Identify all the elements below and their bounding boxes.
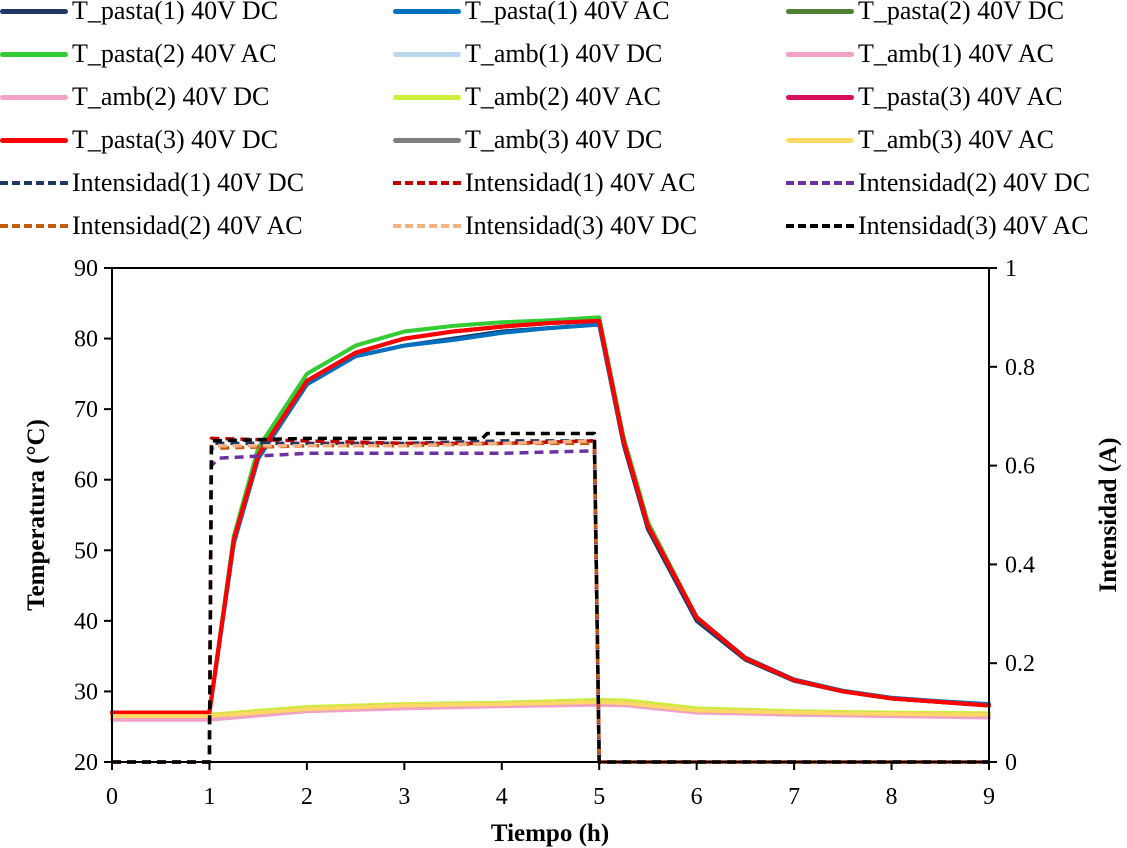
legend-swatch-solid	[0, 94, 68, 100]
legend-label: T_amb(2) 40V DC	[72, 82, 270, 111]
y-tick-label: 80	[74, 327, 98, 353]
legend-swatch-solid	[786, 94, 854, 100]
series-line-2	[110, 318, 991, 715]
series-layer	[110, 315, 991, 764]
legend-item: T_pasta(2) 40V AC	[0, 39, 277, 69]
legend-label: T_amb(1) 40V DC	[465, 39, 663, 68]
legend-item: Intensidad(3) 40V DC	[393, 211, 697, 241]
legend-label: T_pasta(2) 40V AC	[72, 39, 277, 68]
legend-item: T_pasta(1) 40V AC	[393, 0, 670, 26]
legend-swatch-dashed	[0, 224, 68, 228]
y-tick-label: 20	[74, 750, 98, 776]
x-tick-label: 7	[788, 784, 800, 810]
legend-label: Intensidad(2) 40V DC	[858, 168, 1091, 197]
series-line-11	[110, 700, 991, 719]
x-axis-title: Tiempo (h)	[491, 820, 609, 847]
legend-label: T_pasta(3) 40V DC	[72, 125, 279, 154]
series-line-17	[112, 431, 989, 764]
legend-swatch-solid	[0, 51, 68, 57]
axes-layer: 0 1 2 3 4 5 6 7 8 9 20 30 40 50 60 70 80 90 0 0.2 0.4 0.6 0.8 1	[74, 256, 1035, 810]
legend-swatch-solid	[393, 8, 461, 14]
legend-label: Intensidad(1) 40V DC	[72, 168, 305, 197]
legend-item: T_amb(3) 40V AC	[786, 125, 1054, 155]
y-tick-label: 60	[74, 468, 98, 494]
legend-swatch-dashed	[786, 224, 854, 228]
legend-swatch-solid	[786, 51, 854, 57]
legend-label: T_pasta(1) 40V AC	[465, 0, 670, 25]
legend-item: T_pasta(3) 40V AC	[786, 82, 1063, 112]
y-tick-label: 50	[74, 538, 98, 564]
y2-tick-label: 1	[1005, 256, 1017, 282]
y-tick-label: 40	[74, 609, 98, 635]
legend-swatch-solid	[786, 8, 854, 14]
y2-axis-title: Intensidad (A)	[1095, 438, 1122, 593]
series-line-8	[110, 318, 991, 715]
legend-label: T_amb(2) 40V AC	[465, 82, 661, 111]
legend-swatch-dashed	[393, 181, 461, 185]
legend-label: T_pasta(2) 40V DC	[858, 0, 1065, 25]
legend-item: T_pasta(1) 40V DC	[0, 0, 278, 26]
legend-label: Intensidad(2) 40V AC	[72, 211, 303, 240]
legend-swatch-solid	[786, 137, 854, 143]
series-line-0	[110, 322, 991, 715]
x-tick-label: 2	[301, 784, 313, 810]
legend-item: T_pasta(2) 40V DC	[786, 0, 1064, 26]
legend-swatch-solid	[393, 51, 461, 57]
legend-swatch-solid	[0, 137, 68, 143]
legend-swatch-dashed	[786, 181, 854, 185]
x-tick-label: 6	[691, 784, 703, 810]
legend-label: T_pasta(1) 40V DC	[72, 0, 279, 25]
legend-swatch-dashed	[0, 181, 68, 185]
y-tick-label: 90	[74, 256, 98, 282]
legend-swatch-solid	[393, 94, 461, 100]
legend-item: Intensidad(2) 40V DC	[786, 168, 1090, 198]
x-tick-label: 9	[983, 784, 995, 810]
y-axis-title: Temperatura (°C)	[23, 419, 50, 611]
legend-item: T_amb(1) 40V AC	[786, 39, 1054, 69]
legend-item: T_pasta(3) 40V DC	[0, 125, 278, 155]
legend-swatch-solid	[0, 8, 68, 14]
legend-item: Intensidad(1) 40V AC	[393, 168, 696, 198]
legend-label: Intensidad(1) 40V AC	[465, 168, 696, 197]
legend-label: T_amb(3) 40V DC	[465, 125, 663, 154]
legend-item: T_amb(1) 40V DC	[393, 39, 662, 69]
x-tick-label: 3	[398, 784, 410, 810]
legend-item: T_amb(2) 40V AC	[393, 82, 661, 112]
legend-label: T_amb(3) 40V AC	[858, 125, 1054, 154]
y2-tick-label: 0	[1005, 750, 1017, 776]
chart-legend: T_pasta(1) 40V DC T_pasta(1) 40V AC T_past…	[0, 0, 1127, 250]
x-tick-label: 8	[886, 784, 898, 810]
x-tick-label: 5	[593, 784, 605, 810]
y-tick-label: 30	[74, 679, 98, 705]
x-tick-label: 0	[106, 784, 118, 810]
y2-tick-label: 0.8	[1005, 355, 1035, 381]
legend-swatch-dashed	[393, 224, 461, 228]
y2-tick-label: 0.4	[1005, 552, 1035, 578]
y2-tick-label: 0.6	[1005, 454, 1035, 480]
series-line-9	[110, 318, 991, 715]
legend-label: Intensidad(3) 40V AC	[858, 211, 1089, 240]
legend-item: Intensidad(1) 40V DC	[0, 168, 304, 198]
legend-item: T_amb(3) 40V DC	[393, 125, 662, 155]
legend-label: Intensidad(3) 40V DC	[465, 211, 698, 240]
x-tick-label: 4	[496, 784, 508, 810]
legend-label: T_pasta(3) 40V AC	[858, 82, 1063, 111]
legend-item: Intensidad(2) 40V AC	[0, 211, 303, 241]
x-tick-label: 1	[203, 784, 215, 810]
legend-swatch-solid	[393, 137, 461, 143]
legend-label: T_amb(1) 40V AC	[858, 39, 1054, 68]
legend-item: Intensidad(3) 40V AC	[786, 211, 1089, 241]
series-line-1	[110, 322, 991, 715]
legend-item: T_amb(2) 40V DC	[0, 82, 269, 112]
y-tick-label: 70	[74, 397, 98, 423]
y2-tick-label: 0.2	[1005, 651, 1035, 677]
